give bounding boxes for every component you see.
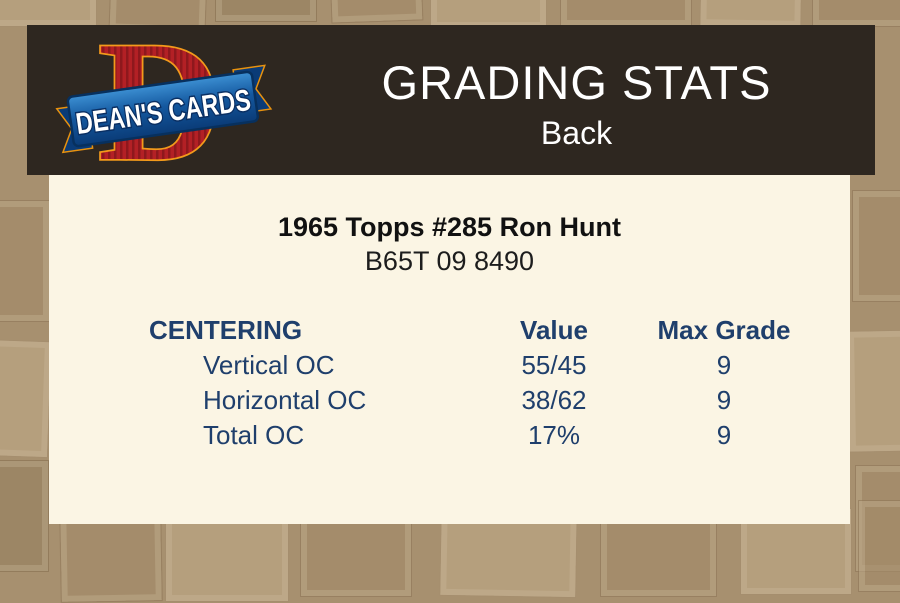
max-grade-cell: 9 bbox=[716, 420, 732, 450]
page-title: GRADING STATS bbox=[381, 56, 772, 109]
page-subtitle: Back bbox=[540, 115, 613, 151]
background-card-tile bbox=[852, 190, 900, 302]
card-code: B65T 09 8490 bbox=[364, 246, 535, 276]
column-header-centering: CENTERING bbox=[149, 315, 303, 345]
logo-ribbon: DEAN'S CARDS bbox=[55, 64, 273, 154]
background-card-tile bbox=[699, 0, 803, 28]
table-header-row: CENTERING Value Max Grade bbox=[149, 313, 809, 348]
logo-graphic: D DEAN'S CARDS bbox=[55, 5, 273, 199]
row-label-cell: Vertical OC bbox=[203, 350, 335, 380]
table-row: Vertical OC 55/45 9 bbox=[149, 348, 809, 383]
background-card-tile bbox=[0, 0, 97, 27]
background-card-tile bbox=[0, 460, 49, 572]
table-row: Horizontal OC 38/62 9 bbox=[149, 383, 809, 418]
row-label-cell: Total OC bbox=[203, 420, 305, 450]
background-card-tile bbox=[600, 515, 717, 597]
deans-cards-logo[interactable]: D DEAN'S CARDS bbox=[48, 5, 278, 199]
background-card-tile bbox=[858, 500, 900, 592]
header-bar: D DEAN'S CARDS GRADING STATS Back bbox=[27, 5, 875, 199]
row-label-cell: Horizontal OC bbox=[203, 385, 367, 415]
value-cell: 17% bbox=[527, 420, 581, 450]
background-card-tile bbox=[560, 0, 692, 27]
background-card-tile bbox=[0, 338, 53, 459]
background-card-tile bbox=[812, 0, 900, 27]
value-cell: 55/45 bbox=[521, 350, 587, 380]
grading-table: CENTERING Value Max Grade Vertical OC 55/… bbox=[149, 313, 809, 453]
header-text-block: GRADING STATS Back bbox=[278, 25, 875, 175]
column-header-max-grade: Max Grade bbox=[657, 315, 791, 345]
background-card-tile bbox=[846, 329, 900, 453]
background-card-tile bbox=[0, 200, 50, 322]
background-card-tile bbox=[300, 515, 412, 597]
column-header-value: Value bbox=[520, 315, 588, 345]
background-card-tile bbox=[328, 0, 424, 24]
value-cell: 38/62 bbox=[521, 385, 587, 415]
background-card-tile bbox=[215, 0, 317, 22]
table-row: Total OC 17% 9 bbox=[149, 418, 809, 453]
max-grade-cell: 9 bbox=[716, 385, 732, 415]
card-title: 1965 Topps #285 Ron Hunt bbox=[277, 212, 622, 242]
content-panel: 1965 Topps #285 Ron Hunt B65T 09 8490 CE… bbox=[49, 175, 850, 524]
max-grade-cell: 9 bbox=[716, 350, 732, 380]
